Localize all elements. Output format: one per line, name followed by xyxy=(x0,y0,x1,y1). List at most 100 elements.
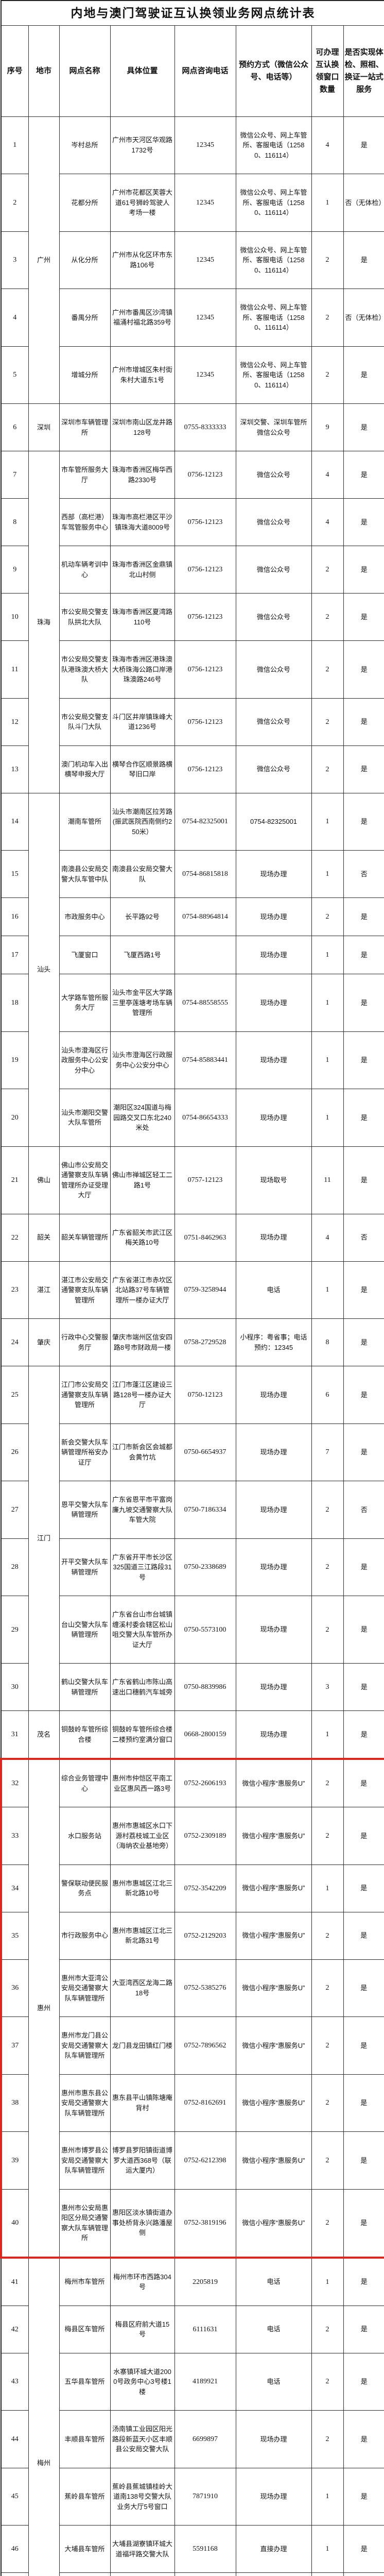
phone-cell: 2205819 xyxy=(174,2257,236,2306)
site-name-cell: 梅县区车管所 xyxy=(59,2305,111,2353)
row-number-cell: 19 xyxy=(1,1031,29,1089)
one-stop-cell: 是 xyxy=(343,1089,384,1147)
booking-method-cell: 微信公众号、网上车管所、客服电话（12580、116114） xyxy=(235,231,312,289)
booking-method-cell: 现场办理 xyxy=(235,1663,312,1711)
window-count-cell: 1 xyxy=(311,936,344,974)
window-count-cell: 9 xyxy=(311,403,344,451)
row-number-cell: 31 xyxy=(1,1710,29,1759)
header-row: 序号 地市 网点名称 具体位置 网点咨询电话 预约方式（微信公众号、电话等） 可… xyxy=(1,25,384,117)
row-number-cell: 21 xyxy=(1,1146,29,1214)
one-stop-cell: 是 xyxy=(343,792,384,851)
table-row: 11 市公安局交警支队港珠澳大桥大队 珠海市香洲区港珠澳大桥珠海公路口岸港珠澳路24… xyxy=(1,640,384,699)
window-count-cell: 2 xyxy=(311,640,344,699)
phone-cell: 0752-5385276 xyxy=(174,1959,236,2017)
site-name-cell: 市车管所服务大厅 xyxy=(59,451,111,499)
city-cell: 梅州 xyxy=(28,2257,60,2576)
one-stop-cell: 是 xyxy=(343,1864,384,1912)
site-name-cell: 丰顺县车管所 xyxy=(59,2410,111,2468)
table-row: 46 大埔县车管所 大埔县湖寮镇环城大道福坪路交警大队 5591168 直接办理 1 是 xyxy=(1,2525,384,2573)
site-name-cell: 潮南车管所 xyxy=(59,792,111,851)
phone-cell: 0754-85883441 xyxy=(174,1031,236,1089)
site-name-cell: 惠州市大亚湾公安局交通警察大队车辆管理所 xyxy=(59,1959,111,2017)
address-cell: 龙门县龙田镇红门楼 xyxy=(110,2016,175,2075)
one-stop-cell: 是 xyxy=(343,897,384,936)
row-number-cell: 13 xyxy=(1,745,29,793)
booking-method-cell: 电话 xyxy=(235,2305,312,2353)
row-number-cell: 43 xyxy=(1,2352,29,2411)
window-count-cell: 1 xyxy=(311,1089,344,1147)
phone-cell: 0754-86654333 xyxy=(174,1089,236,1147)
table-row: 24 肇庆 行政中心交警服务厅 肇庆市端州区信安四路8号市财政局一楼 0758-2729… xyxy=(1,1318,384,1366)
site-name-cell: 江门市公安局交通警察支队车辆管理所 xyxy=(59,1366,111,1424)
address-cell: 汤南镇工业园区阳光路段新蓝天小区丰顺县公安局交警大队 xyxy=(110,2410,175,2468)
phone-cell: 0756-12123 xyxy=(174,698,236,746)
row-number-cell: 18 xyxy=(1,974,29,1032)
table-row: 18 大学路车管所服务大厅 汕头市金平区大学路三里亭莲塘考场车辆管理所 0754-88… xyxy=(1,974,384,1032)
phone-cell: 0756-12123 xyxy=(174,745,236,793)
address-cell: 梅县区府前大道15号 xyxy=(110,2305,175,2353)
city-cell: 佛山 xyxy=(28,1146,60,1214)
site-name-cell: 佛山市公安局交通警察支队车辆管理所办证受理大厅 xyxy=(59,1146,111,1214)
table-row: 8 西部（高栏港）车驾管服务中心 珠海市高栏港区平沙镇珠海大道8009号 0756-1… xyxy=(1,498,384,546)
site-name-cell: 增城分所 xyxy=(59,346,111,404)
one-stop-cell: 是 xyxy=(343,1423,384,1481)
booking-method-cell: 现场办理 xyxy=(235,1089,312,1147)
table-row: 1 广州 岑村总所 广州市天河区华观路1732号 12345 微信公众号、网上车管所、客服… xyxy=(1,116,384,404)
one-stop-cell: 否（无体检） xyxy=(343,289,384,347)
one-stop-cell: 否 xyxy=(343,850,384,898)
phone-cell: 0754-86815818 xyxy=(174,850,236,898)
address-cell: 惠州市惠城区水口下源村荔枝城工业区（海纳农业基地旁） xyxy=(110,1807,175,1865)
window-count-cell: 1 xyxy=(311,974,344,1032)
phone-cell: 0752-2129203 xyxy=(174,1911,236,1960)
city-cell: 韶关 xyxy=(28,1213,60,1262)
booking-method-cell: 微信公众号、网上车管所、客服电话（12580、116114） xyxy=(235,346,312,404)
site-name-cell: 韶关车辆管理所 xyxy=(59,1213,111,1262)
title-row: 内地与澳门驾驶证互认换领业务网点统计表 xyxy=(1,0,384,26)
window-count-cell: 8 xyxy=(311,1318,344,1366)
booking-method-cell: 现场办理 xyxy=(235,1366,312,1424)
site-name-cell: 番禺分所 xyxy=(59,289,111,347)
site-name-cell: 梅州市车管所 xyxy=(59,2257,111,2306)
table-row: 44 丰顺县车管所 汤南镇工业园区阳光路段新蓝天小区丰顺县公安局交警大队 669989… xyxy=(1,2410,384,2468)
booking-method-cell: 0754-82325001 xyxy=(235,792,312,851)
site-name-cell: 南澳县公安局交警大队车管中队 xyxy=(59,850,111,898)
site-name-cell: 开平交警大队车辆管理所 xyxy=(59,1538,111,1596)
row-number-cell: 12 xyxy=(1,698,29,746)
row-number-cell: 35 xyxy=(0,1911,29,1960)
table-row: 31 茂名 铜鼓岭车管所综合楼 铜鼓岭车管所综合楼二楼预约室满分窗口 0668-2800… xyxy=(1,1710,384,1759)
booking-method-cell: 现场办理 xyxy=(235,2410,312,2468)
one-stop-cell: 是 xyxy=(343,2305,384,2353)
table-row: 36 惠州市大亚湾公安局交通警察大队车辆管理所 大亚湾西区龙海二路18号 0752-5… xyxy=(0,1959,384,2017)
table-row: 45 蕉岭县车管所 蕉岭县蕉城镇桂岭大道南138号交警大队业务大厅5号窗口 78719… xyxy=(1,2467,384,2526)
phone-cell: 0750-6654937 xyxy=(174,1423,236,1481)
booking-method-cell: 微信公众号 xyxy=(235,640,312,699)
booking-method-cell: 微信小程序“惠服务U” xyxy=(235,1807,312,1865)
booking-method-cell: 电话 xyxy=(235,2257,312,2306)
one-stop-cell: 否 xyxy=(343,1481,384,1539)
column-header-booking: 预约方式（微信公众号、电话等） xyxy=(235,25,312,117)
one-stop-cell: 是 xyxy=(343,1758,384,1807)
row-number-cell: 46 xyxy=(1,2525,29,2573)
row-number-cell: 37 xyxy=(0,2016,29,2075)
booking-method-cell: 现场办理 xyxy=(235,936,312,974)
table-row: 23 湛江 湛江市公安局交通警察支队车辆管理所 广东省湛江市赤坎区北站路37号车辆管理… xyxy=(1,1261,384,1319)
address-cell: 江门市蓬江区建设三路128号一楼办证大厅 xyxy=(110,1366,175,1424)
phone-cell: 0752-2606193 xyxy=(174,1758,236,1807)
table-row: 2 花都分所 广州市花都区芙蓉大道61号狮岭驾驶人考场一楼 12345 微信公众号、网上… xyxy=(1,174,384,232)
site-name-cell: 汕头市潮阳交警大队车管所 xyxy=(59,1089,111,1147)
address-cell: 飞厦西路1号 xyxy=(110,936,175,974)
table-row: 12 市公安局交警支队斗门大队 斗门区井岸镇珠峰大道1236号 0756-12123 微… xyxy=(1,698,384,746)
table-row: 13 澳门机动车入出横琴申报大厅 横琴合作区顺景路横琴旧口岸 0756-12123 微信… xyxy=(1,745,384,793)
site-name-cell: 综合业务管理中心 xyxy=(59,1758,111,1807)
table-row: 14 汕头 潮南车管所 汕头市潮南区拉芳路(振武医院西南侧约250米） 0754-823… xyxy=(1,792,384,1147)
window-count-cell: 1 xyxy=(311,1261,344,1319)
window-count-cell: 1 xyxy=(311,1031,344,1089)
table-row: 33 水口服务站 惠州市惠城区水口下源村荔枝城工业区（海纳农业基地旁） 0752-23… xyxy=(0,1807,384,1865)
site-name-cell: 新会交警大队车辆管理所裕安办证厅 xyxy=(59,1423,111,1481)
address-cell: 深圳市南山区龙井路128号 xyxy=(110,403,175,451)
site-name-cell: 深圳市车辆管理所 xyxy=(59,403,111,451)
booking-method-cell: 电话 xyxy=(235,1261,312,1319)
row-number-cell: 22 xyxy=(1,1213,29,1262)
phone-cell: 0752-6212398 xyxy=(174,2131,236,2190)
